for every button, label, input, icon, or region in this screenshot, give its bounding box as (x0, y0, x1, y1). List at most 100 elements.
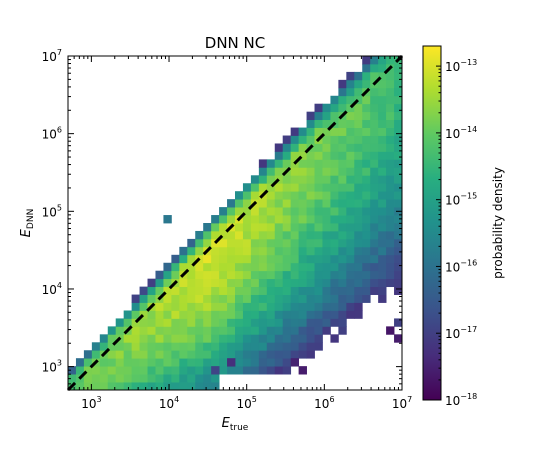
heatmap-cell (378, 294, 387, 303)
heatmap-cell (235, 350, 244, 359)
heatmap-cell (274, 262, 284, 272)
heatmap-cell (306, 159, 315, 168)
heatmap-cell (394, 191, 402, 200)
heatmap-cell (274, 223, 284, 232)
heatmap-cell (346, 191, 355, 200)
heatmap-cell (290, 286, 300, 295)
heatmap-cell (386, 56, 395, 65)
heatmap-cell (386, 254, 395, 264)
x-tick-label-exp: 5 (252, 395, 257, 404)
heatmap-cell (346, 183, 355, 192)
heatmap-cell (282, 199, 292, 208)
heatmap-cell (306, 135, 315, 144)
heatmap-cell (235, 302, 244, 311)
heatmap-cell (242, 334, 252, 343)
heatmap-cell (394, 143, 402, 152)
heatmap-cell (282, 286, 292, 295)
heatmap-cell (322, 175, 331, 184)
heatmap-cell (235, 318, 244, 327)
heatmap-cell (203, 286, 212, 295)
heatmap-cell (306, 334, 315, 343)
heatmap-cell (203, 302, 212, 311)
heatmap-cell (282, 334, 292, 343)
x-tick-label: 106 (314, 395, 334, 411)
heatmap-cell (258, 183, 268, 192)
heatmap-cell (306, 286, 315, 295)
heatmap-cell (338, 79, 347, 89)
heatmap-cell (187, 334, 196, 343)
heatmap-cell (235, 358, 244, 367)
heatmap-cell (139, 366, 148, 375)
heatmap-cell (306, 246, 315, 256)
heatmap-cell (147, 326, 156, 335)
heatmap-cell (322, 246, 331, 256)
heatmap-cell (354, 238, 363, 248)
heatmap-cell (163, 358, 172, 367)
heatmap-cell (330, 175, 339, 184)
heatmap-cell (274, 175, 284, 184)
heatmap-cell (274, 207, 284, 216)
heatmap-cell (266, 310, 276, 319)
heatmap-cell (322, 135, 331, 144)
heatmap-cell (147, 310, 156, 319)
heatmap-cell (306, 191, 315, 200)
heatmap-cell (195, 238, 204, 248)
heatmap-cell (282, 310, 292, 319)
heatmap-cell (386, 159, 395, 168)
heatmap-cell (362, 262, 371, 272)
heatmap-cell (370, 191, 379, 200)
heatmap-cell (171, 270, 180, 280)
heatmap-cell (290, 230, 300, 240)
heatmap-cell (195, 294, 204, 303)
heatmap-cell (378, 143, 387, 152)
heatmap-cell (338, 159, 347, 168)
heatmap-cell (219, 270, 228, 280)
heatmap-cell (282, 350, 292, 359)
heatmap-cell (250, 207, 260, 216)
heatmap-cell (274, 350, 284, 359)
heatmap-cell (386, 238, 395, 248)
heatmap-cell (362, 119, 371, 128)
heatmap-cell (274, 302, 284, 311)
heatmap-cell (139, 334, 148, 343)
heatmap-cell (378, 191, 387, 200)
heatmap-cell (250, 342, 260, 351)
heatmap-cell (378, 111, 387, 121)
heatmap-cell (290, 175, 300, 184)
heatmap-cell (187, 374, 196, 383)
heatmap-cell (290, 246, 300, 256)
heatmap-cell (346, 270, 355, 280)
heatmap-cell (274, 238, 284, 248)
heatmap-cell (203, 223, 212, 232)
heatmap-cell (219, 358, 228, 367)
heatmap-cell (290, 294, 300, 303)
heatmap-cell (394, 135, 402, 144)
heatmap-cell (362, 56, 371, 65)
heatmap-cell (306, 326, 315, 335)
heatmap-cell (282, 246, 292, 256)
heatmap-cell (179, 374, 188, 383)
heatmap-cell (235, 294, 244, 303)
heatmap-cell (290, 167, 300, 176)
heatmap-cell (179, 382, 188, 390)
heatmap-cell (195, 342, 204, 351)
heatmap-cell (386, 135, 395, 144)
heatmap-cell (171, 326, 180, 335)
heatmap-cell (203, 230, 212, 240)
heatmap-cell (330, 159, 339, 168)
heatmap-cell (274, 366, 284, 375)
heatmap-cell (322, 159, 331, 168)
heatmap-cell (346, 119, 355, 128)
heatmap-cell (107, 326, 117, 335)
heatmap-cell (282, 135, 292, 144)
heatmap-cell (362, 246, 371, 256)
heatmap-cell (346, 103, 355, 113)
heatmap-cell (258, 167, 268, 176)
heatmap-cell (227, 334, 236, 343)
heatmap-cell (354, 95, 363, 105)
heatmap-cell (338, 254, 347, 264)
heatmap-cell (107, 358, 117, 367)
heatmap-outlier-cell (211, 366, 220, 375)
heatmap-cell (354, 167, 363, 176)
heatmap-cell (346, 310, 355, 319)
